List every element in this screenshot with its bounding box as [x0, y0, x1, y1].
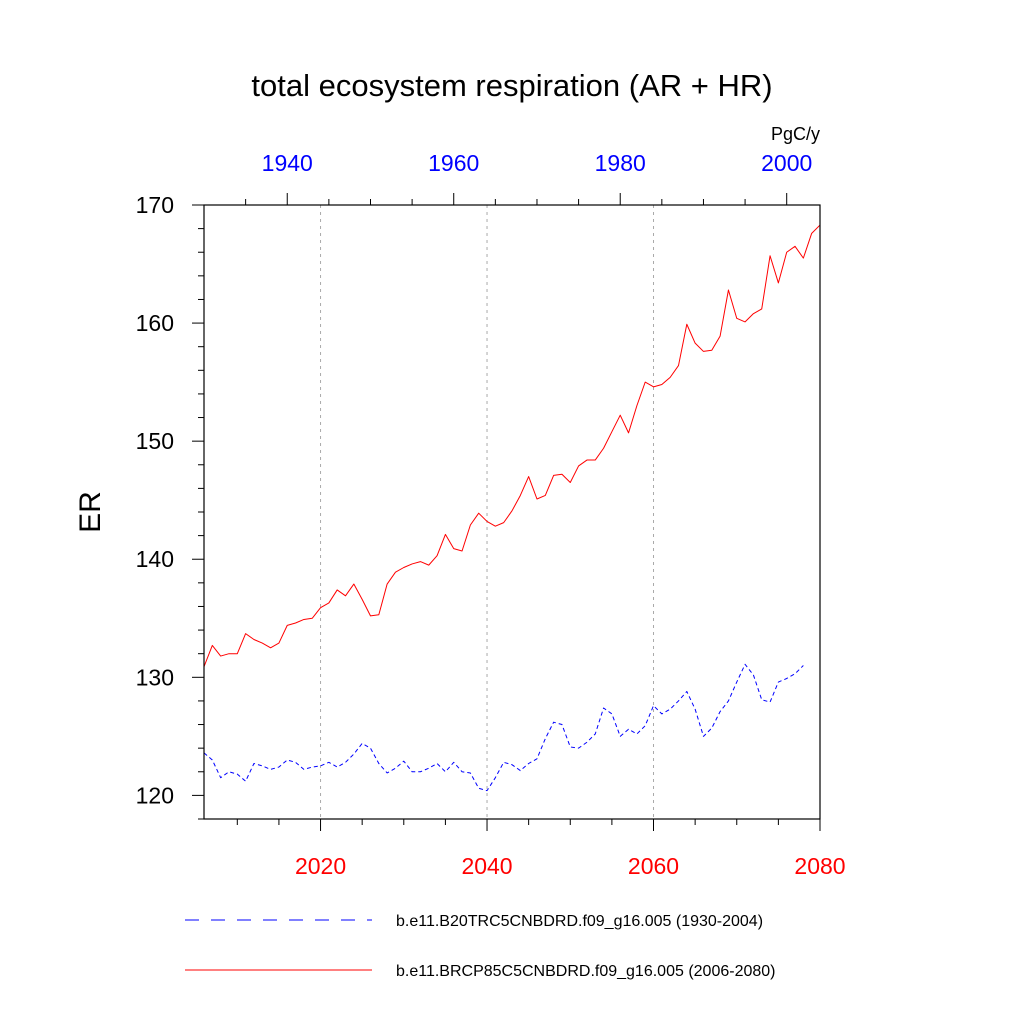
- y-tick-label-140: 140: [136, 546, 174, 572]
- series-line-rcp85: [203, 224, 821, 667]
- series-line-historical: [203, 663, 804, 792]
- top-tick-label-1940: 1940: [262, 150, 313, 176]
- legend: b.e11.B20TRC5CNBDRD.f09_g16.005 (1930-20…: [185, 913, 775, 980]
- top-tick-label-1980: 1980: [595, 150, 646, 176]
- top-tick-label-1960: 1960: [428, 150, 479, 176]
- tick-marks: [192, 193, 821, 831]
- bottom-tick-label-2060: 2060: [628, 853, 679, 879]
- y-axis-label: ER: [74, 491, 107, 533]
- gridlines: [320, 205, 655, 819]
- y-tick-label-120: 120: [136, 782, 174, 808]
- bottom-tick-label-2040: 2040: [461, 853, 512, 879]
- y-tick-label-170: 170: [136, 192, 174, 218]
- bottom-tick-label-2080: 2080: [794, 853, 845, 879]
- legend-label-rcp85: b.e11.BRCP85C5CNBDRD.f09_g16.005 (2006-2…: [396, 963, 775, 980]
- legend-label-historical: b.e11.B20TRC5CNBDRD.f09_g16.005 (1930-20…: [396, 913, 763, 930]
- y-tick-label-160: 160: [136, 310, 174, 336]
- chart-title: total ecosystem respiration (AR + HR): [251, 68, 772, 103]
- y-tick-label-150: 150: [136, 428, 174, 454]
- top-tick-label-2000: 2000: [761, 150, 812, 176]
- tick-labels: 120 130 140 150 160 170 2020 2040 2060 2080 1940 19…: [136, 150, 846, 879]
- series-layer: [203, 224, 821, 792]
- y-tick-label-130: 130: [136, 664, 174, 690]
- bottom-tick-label-2020: 2020: [295, 853, 346, 879]
- units-label: PgC/y: [771, 124, 820, 144]
